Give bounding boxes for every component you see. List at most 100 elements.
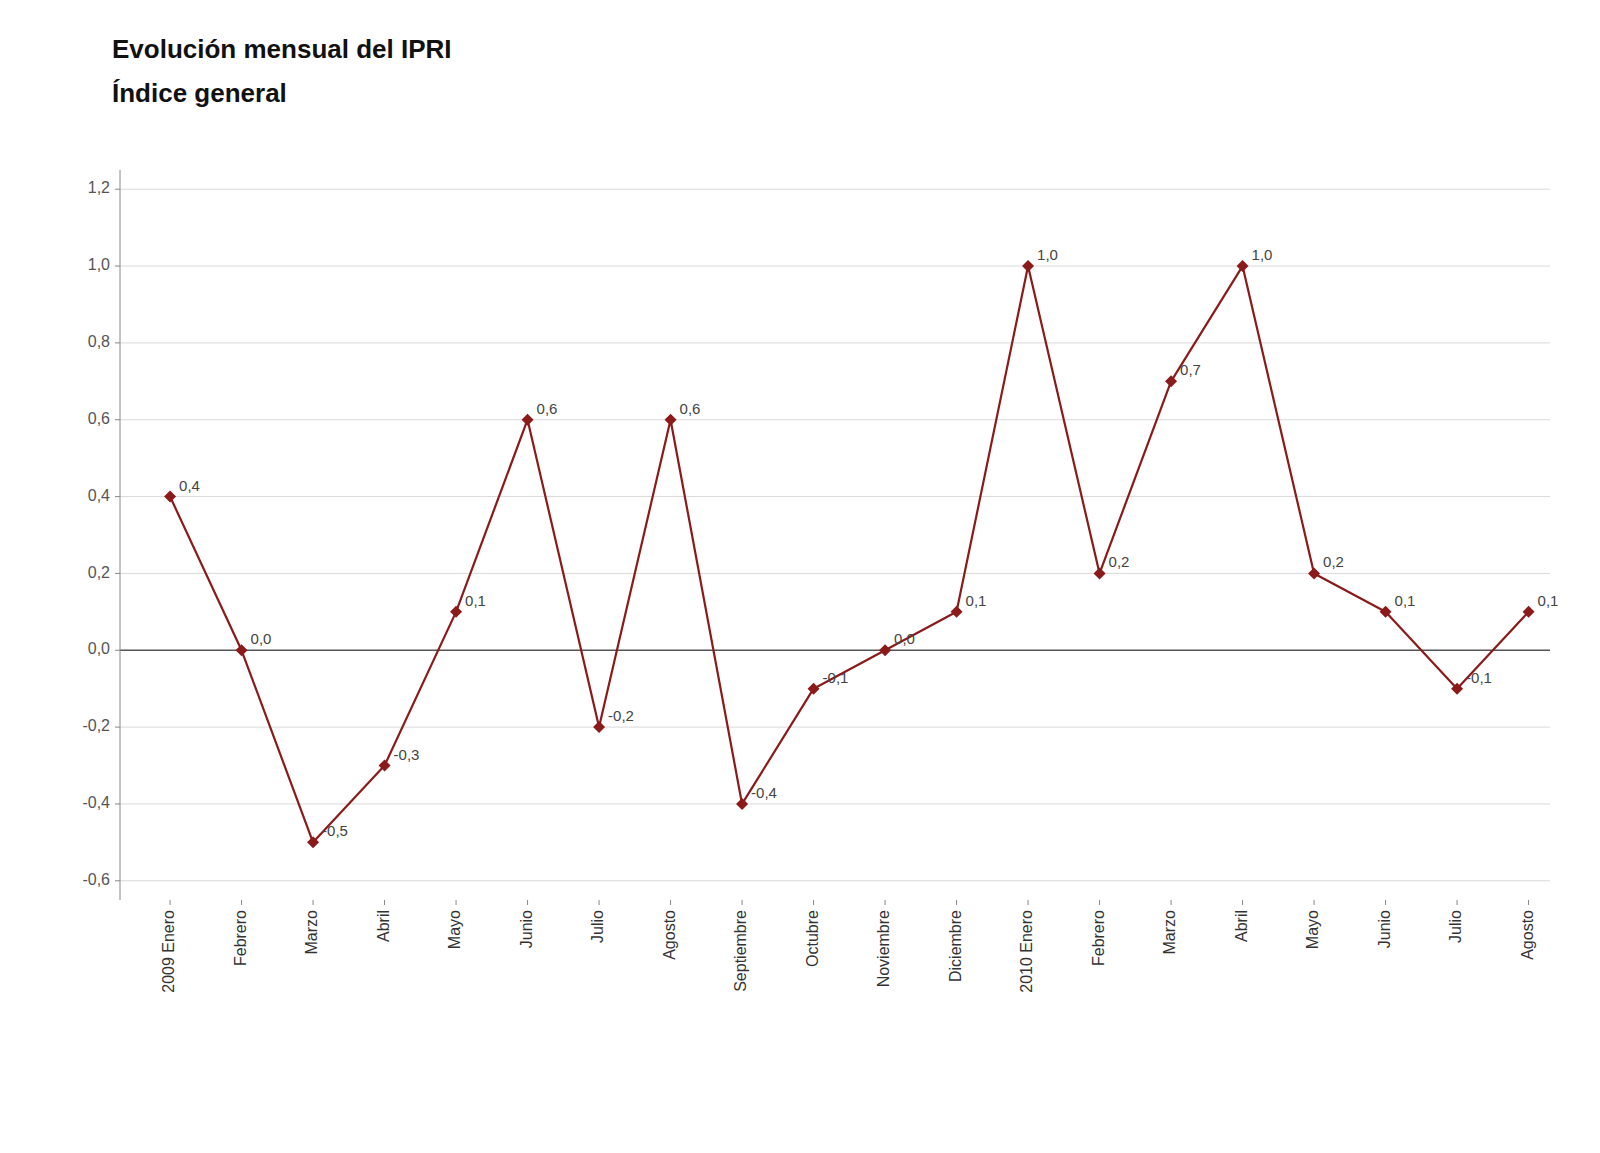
x-tick [599,900,600,905]
x-tick [956,900,957,905]
y-tick-label: 0,4 [88,487,110,504]
data-label: 0,0 [251,630,272,647]
x-axis: 2009 Enero Febrero Marzo Abril Mayo Junio Juli… [160,900,1536,993]
grid-line [120,189,1550,190]
grid-line [120,727,1550,728]
chart-container: Evolución mensual del IPRI Índice general… [0,0,1600,1153]
marker [1165,375,1177,387]
grid-line [120,266,1550,267]
x-tick [456,900,457,905]
x-tick-label: Marzo [303,910,320,955]
data-label: 0,1 [1538,592,1559,609]
grid-line [120,496,1550,497]
y-tick-label: -0,2 [82,717,110,734]
data-label: 0,2 [1109,553,1130,570]
data-label: 0,1 [465,592,486,609]
y-tick [115,573,120,574]
x-tick-label: 2009 Enero [160,910,177,993]
x-tick-label: Agosto [661,910,678,960]
x-tick-label: Junio [518,910,535,948]
data-label: 0,7 [1180,361,1201,378]
x-tick-label: Febrero [1090,910,1107,966]
grid-line [120,803,1550,804]
marker [808,683,820,695]
grid-line [120,880,1550,881]
x-tick-label: Junio [1376,910,1393,948]
x-tick [241,900,242,905]
y-tick [115,803,120,804]
x-tick-label: Septiembre [732,910,749,992]
data-label: 0,4 [179,477,200,494]
y-tick-label: -0,4 [82,794,110,811]
data-label: -0,2 [608,707,634,724]
x-tick [742,900,743,905]
x-tick [1314,900,1315,905]
marker [1308,567,1320,579]
x-tick-label: Agosto [1519,910,1536,960]
x-tick [313,900,314,905]
x-tick-label: Julio [589,910,606,943]
grid [120,189,1550,881]
x-tick [670,900,671,905]
y-tick-label: 1,0 [88,256,110,273]
data-label: 0,1 [1395,592,1416,609]
x-tick [1457,900,1458,905]
y-tick-label: 1,2 [88,179,110,196]
data-labels: 0,40,0-0,5-0,30,10,6-0,20,6-0,4-0,10,00,… [179,246,1558,839]
marker [522,414,534,426]
x-tick [1171,900,1172,905]
marker [665,414,677,426]
x-tick-label: Abril [1233,910,1250,942]
marker [736,798,748,810]
title: Evolución mensual del IPRI [112,34,452,64]
line [170,266,1529,842]
data-label: -0,1 [1466,669,1492,686]
data-label: -0,3 [394,746,420,763]
data-label: 0,1 [966,592,987,609]
marker [1094,567,1106,579]
marker [1451,683,1463,695]
marker [1523,606,1535,618]
y-tick [115,496,120,497]
marker [164,491,176,503]
y-tick [115,650,120,651]
x-tick-label: Diciembre [947,910,964,982]
zero-line [120,650,1550,652]
marker [450,606,462,618]
y-tick [115,342,120,343]
y-tick-label: 0,8 [88,333,110,350]
data-label: 0,6 [680,400,701,417]
x-tick-label: Octubre [804,910,821,967]
marker [1237,260,1249,272]
marker [307,836,319,848]
data-label: 1,0 [1037,246,1058,263]
x-tick-label: Noviembre [875,910,892,987]
y-axis: -0,6-0,4-0,20,00,20,40,60,81,01,2 [82,170,120,900]
x-tick-label: Abril [375,910,392,942]
series [164,260,1535,848]
marker [951,606,963,618]
marker [879,644,891,656]
subtitle: Índice general [112,78,287,108]
chart-svg: Evolución mensual del IPRI Índice general… [0,0,1600,1153]
x-tick [1242,900,1243,905]
x-tick [813,900,814,905]
y-tick [115,189,120,190]
x-tick [885,900,886,905]
data-label: -0,4 [751,784,777,801]
y-tick [115,727,120,728]
marker [1380,606,1392,618]
x-tick [170,900,171,905]
data-label: 1,0 [1252,246,1273,263]
x-tick [527,900,528,905]
x-tick [1099,900,1100,905]
y-tick [115,266,120,267]
x-tick [1528,900,1529,905]
y-tick-label: -0,6 [82,871,110,888]
y-axis-line [120,170,121,900]
x-tick-label: Mayo [1304,910,1321,949]
y-tick [115,880,120,881]
x-tick-label: Julio [1447,910,1464,943]
x-tick [1028,900,1029,905]
x-tick-label: 2010 Enero [1018,910,1035,993]
